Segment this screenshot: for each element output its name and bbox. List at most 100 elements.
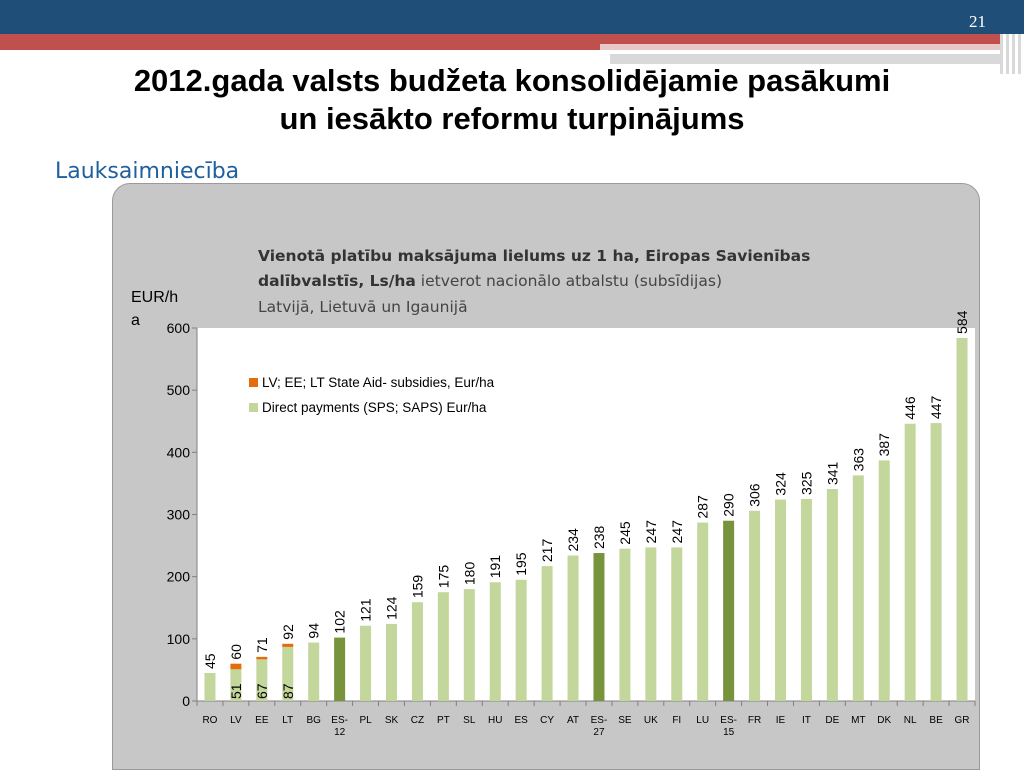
x-category-label: BE [929,715,943,726]
bar-chart: Vienotā platību maksājuma lielums uz 1 h… [131,247,976,738]
x-category-label: CZ [411,715,424,726]
slide-title-line2: un iesākto reformu turpinājums [279,101,745,136]
x-category-label: IE [776,715,786,726]
data-label: 191 [487,555,503,579]
data-label: 341 [824,461,840,485]
bar-direct-payments [904,423,916,701]
chart-title-line2-bold: dalībvalstīs, Ls/ha [258,272,416,290]
bar-direct-payments [852,475,864,701]
data-label: 290 [721,493,737,517]
slide-subtitle: Lauksaimniecība [55,159,240,184]
bar-direct-payments [645,547,657,701]
data-label-total: 92 [280,624,296,640]
data-label: 94 [306,623,322,639]
bar-direct-payments [775,499,786,701]
x-category-label: IT [802,715,811,726]
y-tick-label: 300 [167,507,191,523]
data-label: 51 [228,683,244,699]
y-axis-label-line1: EUR/h [131,289,178,306]
data-label: 238 [591,525,607,549]
x-category-label: DK [877,715,891,726]
x-category-label: LT [282,715,293,726]
x-category-label: ES- [720,715,737,726]
decorative-vertical-lines [996,34,1024,74]
bar-direct-payments [437,592,449,701]
legend-label-state-aid: LV; EE; LT State Aid- subsidies, Eur/ha [262,375,495,390]
x-category-label: RO [202,715,217,726]
bar-direct-payments [541,566,553,701]
data-label: 247 [669,520,685,544]
data-label: 245 [617,521,633,545]
legend-swatch-direct-payments [249,403,258,412]
y-tick-label: 600 [167,320,191,336]
data-label: 234 [565,528,581,552]
data-label: 387 [876,433,892,457]
bar-direct-payments [593,553,605,701]
bar-direct-payments [671,547,683,701]
x-category-label: EE [255,715,269,726]
chart-title-line2: dalībvalstīs, Ls/ha ietverot nacionālo a… [258,272,722,290]
chart-title-line3: Latvijā, Lietuvā un Igaunijā [258,298,468,316]
x-category-label: 12 [334,727,346,738]
bar-direct-payments [386,623,397,701]
bar-direct-payments [723,520,735,701]
y-tick-label: 400 [167,444,191,460]
data-label: 159 [409,575,425,599]
data-label: 287 [695,495,711,519]
bar-direct-payments [230,669,242,701]
bar-direct-payments [515,579,527,701]
data-label: 180 [461,562,477,586]
bar-state-aid [256,656,268,660]
y-tick-label: 0 [182,693,190,709]
x-category-label: SK [385,715,399,726]
x-category-label: BG [306,715,321,726]
x-category-label: MT [851,715,865,726]
decorative-stripe-grey [610,54,1000,64]
data-label: 124 [384,596,400,620]
y-axis-label-line2: a [131,312,140,329]
x-category-label: ES [514,715,528,726]
x-category-label: SE [618,715,632,726]
x-category-label: ES- [331,715,348,726]
legend-label-direct-payments: Direct payments (SPS; SAPS) Eur/ha [262,400,487,415]
data-label: 584 [954,310,970,334]
x-category-label: HU [488,715,502,726]
data-label: 363 [850,448,866,472]
data-label: 324 [773,472,789,496]
bar-direct-payments [334,637,346,701]
data-label: 45 [202,653,218,669]
data-label: 121 [358,598,374,622]
bar-direct-payments [489,582,501,701]
bar-direct-payments [697,522,709,701]
decorative-stripe-light [600,44,1000,50]
x-category-label: SL [463,715,476,726]
x-category-label: FR [748,715,761,726]
chart-panel: Vienotā platību maksājuma lielums uz 1 h… [112,183,980,770]
x-category-label: NL [904,715,917,726]
x-category-label: PL [359,715,372,726]
bar-state-aid [282,643,294,647]
bar-direct-payments [800,498,812,701]
x-category-label: LU [696,715,709,726]
data-label: 217 [539,539,555,563]
bar-direct-payments [567,555,579,701]
bar-direct-payments [826,489,838,701]
x-category-label: AT [567,715,579,726]
bar-direct-payments [204,673,216,701]
x-category-label: UK [644,715,658,726]
chart-title-line2-normal: ietverot nacionālo atbalstu (subsīdijas) [416,272,722,290]
bar-direct-payments [411,602,423,701]
data-label: 87 [280,683,296,699]
data-label: 102 [332,610,348,634]
bar-direct-payments [878,460,890,701]
data-label: 175 [435,565,451,589]
data-label: 195 [513,552,529,576]
slide-number: 21 [969,12,986,31]
bar-direct-payments [256,659,268,701]
y-tick-label: 200 [167,569,191,585]
legend-swatch-state-aid [249,378,258,387]
chart-title-line1: Vienotā platību maksājuma lielums uz 1 h… [258,247,810,265]
x-category-label: DE [825,715,839,726]
data-label: 306 [747,483,763,507]
x-category-label: FI [672,715,681,726]
